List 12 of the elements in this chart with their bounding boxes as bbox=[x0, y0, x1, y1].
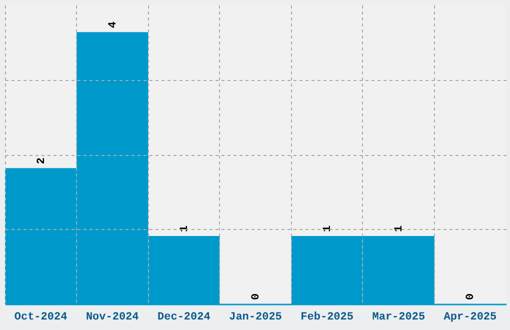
data-label: 0 bbox=[250, 293, 262, 300]
x-tick-label: Mar-2025 bbox=[372, 312, 426, 324]
x-tick-label: Jan-2025 bbox=[229, 312, 282, 324]
x-tick-label: Nov-2024 bbox=[86, 312, 140, 324]
x-tick-label: Oct-2024 bbox=[14, 312, 68, 324]
x-tick-label: Dec-2024 bbox=[158, 312, 211, 324]
x-tick-label: Apr-2025 bbox=[444, 312, 498, 324]
x-tick-label: Feb-2025 bbox=[300, 312, 354, 324]
data-label: 2 bbox=[36, 157, 48, 164]
data-label: 4 bbox=[107, 21, 120, 28]
data-label: 0 bbox=[465, 293, 478, 300]
data-label: 1 bbox=[394, 225, 406, 232]
